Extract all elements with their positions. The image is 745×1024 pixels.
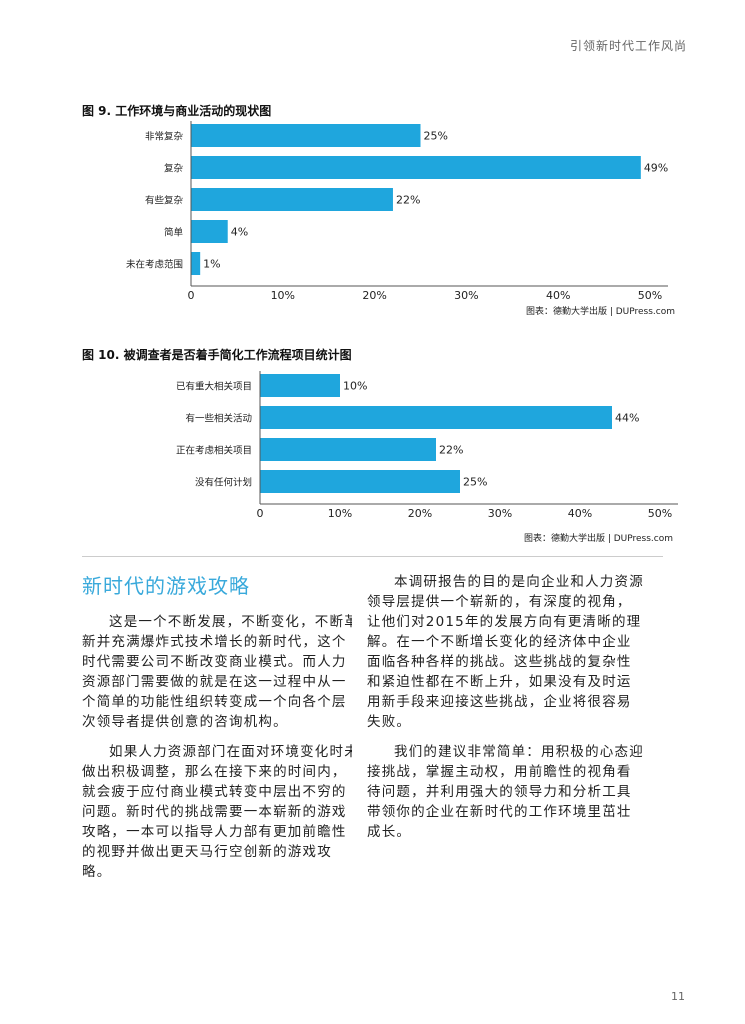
text-line: 做出积极调整，那么在接下来的时间内， bbox=[82, 764, 347, 780]
category-label: 有一些相关活动 bbox=[185, 413, 252, 425]
text-line: 本调研报告的目的是向企业和人力资源 bbox=[394, 574, 644, 590]
text-line: 领导层提供一个崭新的，有深度的视角， bbox=[367, 594, 632, 610]
figure-10-title: 图 10. 被调查者是否着手简化工作流程项目统计图 bbox=[82, 348, 352, 362]
bar bbox=[260, 406, 612, 429]
bar bbox=[191, 156, 641, 179]
text-line: 让他们对2015年的发展方向有更清晰的理 bbox=[367, 614, 642, 630]
x-tick-label: 0 bbox=[257, 507, 264, 520]
bar bbox=[191, 124, 421, 147]
text-line: 问题。新时代的挑战需要一本崭新的游戏 bbox=[82, 804, 347, 820]
data-label: 22% bbox=[396, 194, 420, 207]
data-label: 25% bbox=[463, 476, 487, 489]
text-line: 和紧迫性都在不断上升，如果没有及时运 bbox=[367, 674, 632, 690]
bar bbox=[260, 470, 460, 493]
figure-9-title: 图 9. 工作环境与商业活动的现状图 bbox=[82, 104, 272, 118]
category-label: 已有重大相关项目 bbox=[176, 381, 252, 393]
data-label: 22% bbox=[439, 444, 463, 457]
text-line: 次领导者提供创意的咨询机构。 bbox=[82, 714, 288, 730]
text-line: 时代需要公司不断改变商业模式。而人力 bbox=[82, 654, 347, 670]
category-label: 复杂 bbox=[164, 163, 184, 175]
data-label: 25% bbox=[424, 130, 448, 143]
text-line: 接挑战，掌握主动权，用前瞻性的视角看 bbox=[367, 764, 632, 780]
category-label: 正在考虑相关项目 bbox=[176, 445, 252, 457]
category-label: 非常复杂 bbox=[145, 131, 184, 143]
x-tick-label: 20% bbox=[408, 507, 432, 520]
category-label: 简单 bbox=[164, 227, 184, 239]
text-line: 的视野并做出更天马行空创新的游戏攻 bbox=[82, 844, 332, 860]
data-label: 10% bbox=[343, 380, 367, 393]
x-tick-label: 10% bbox=[328, 507, 352, 520]
text-line: 待问题，并利用强大的领导力和分析工具 bbox=[367, 784, 632, 800]
figure-10-source: 图表：德勤大学出版 | DUPress.com bbox=[523, 534, 673, 544]
x-tick-label: 0 bbox=[188, 289, 195, 302]
figure-9-source: 图表：德勤大学出版 | DUPress.com bbox=[525, 307, 675, 317]
x-tick-label: 50% bbox=[648, 507, 672, 520]
data-label: 4% bbox=[231, 226, 248, 239]
figure-10-bar-chart: 已有重大相关项目 10% 有一些相关活动 44% 正在考虑相关项目 22% 没有任何计划 25… bbox=[176, 371, 678, 520]
paragraph: 如果人力资源部门在面对环境变化时未做出积极调整，那么在接下来的时间内， 就会疲于应… bbox=[82, 742, 352, 882]
category-label: 没有任何计划 bbox=[195, 477, 252, 489]
x-tick-label: 30% bbox=[488, 507, 512, 520]
paragraph: 我们的建议非常简单：用积极的心态迎接挑战，掌握主动权，用前瞻性的视角看 待问题，并… bbox=[367, 742, 667, 842]
text-line: 失败。 bbox=[367, 714, 412, 730]
right-column-text: 本调研报告的目的是向企业和人力资源领导层提供一个崭新的，有深度的视角， 让他们对2… bbox=[367, 572, 667, 852]
text-line: 面临各种各样的挑战。这些挑战的复杂性 bbox=[367, 654, 632, 670]
category-label: 未在考虑范围 bbox=[126, 259, 183, 271]
x-tick-label: 40% bbox=[568, 507, 592, 520]
bar bbox=[260, 438, 436, 461]
x-tick-label: 40% bbox=[546, 289, 570, 302]
left-column-text: 这是一个不断发展，不断变化，不断革新并充满爆炸式技术增长的新时代，这个 时代需要公… bbox=[82, 612, 352, 892]
data-label: 1% bbox=[203, 258, 220, 271]
section-divider bbox=[82, 556, 663, 557]
x-tick-label: 10% bbox=[271, 289, 295, 302]
text-line: 用新手段来迎接这些挑战，企业将很容易 bbox=[367, 694, 632, 710]
text-line: 带领你的企业在新时代的工作环境里茁壮 bbox=[367, 804, 632, 820]
x-tick-label: 50% bbox=[638, 289, 662, 302]
figure-9-bar-chart: 非常复杂 25% 复杂 49% 有些复杂 22% 简单 4% 未在考虑范围 1% 0 10% 20% 30… bbox=[126, 121, 668, 302]
x-tick-label: 20% bbox=[362, 289, 386, 302]
text-line: 攻略，一本可以指导人力部有更加前瞻性 bbox=[82, 824, 347, 840]
text-line: 就会疲于应付商业模式转变中层出不穷的 bbox=[82, 784, 347, 800]
x-tick-label: 30% bbox=[454, 289, 478, 302]
text-line: 解。在一个不断增长变化的经济体中企业 bbox=[367, 634, 632, 650]
text-line: 略。 bbox=[82, 864, 112, 880]
category-label: 有些复杂 bbox=[145, 195, 184, 207]
running-header-title: 引领新时代工作风尚 bbox=[569, 39, 687, 53]
text-line: 如果人力资源部门在面对环境变化时未 bbox=[109, 744, 352, 760]
text-line: 成长。 bbox=[367, 824, 412, 840]
page-number: 11 bbox=[671, 990, 685, 1003]
data-label: 44% bbox=[615, 412, 639, 425]
bar bbox=[260, 374, 340, 397]
bar bbox=[191, 188, 393, 211]
data-label: 49% bbox=[644, 162, 668, 175]
text-line: 个简单的功能性组织转变成一个向各个层 bbox=[82, 694, 347, 710]
section-heading: 新时代的游戏攻略 bbox=[82, 574, 250, 598]
paragraph: 本调研报告的目的是向企业和人力资源领导层提供一个崭新的，有深度的视角， 让他们对2… bbox=[367, 572, 667, 732]
text-line: 新并充满爆炸式技术增长的新时代，这个 bbox=[82, 634, 347, 650]
text-line: 我们的建议非常简单：用积极的心态迎 bbox=[394, 744, 644, 760]
text-line: 这是一个不断发展，不断变化，不断革 bbox=[109, 614, 352, 630]
paragraph: 这是一个不断发展，不断变化，不断革新并充满爆炸式技术增长的新时代，这个 时代需要公… bbox=[82, 612, 352, 732]
bar bbox=[191, 252, 201, 275]
bar bbox=[191, 220, 228, 243]
text-line: 资源部门需要做的就是在这一过程中从一 bbox=[82, 674, 347, 690]
